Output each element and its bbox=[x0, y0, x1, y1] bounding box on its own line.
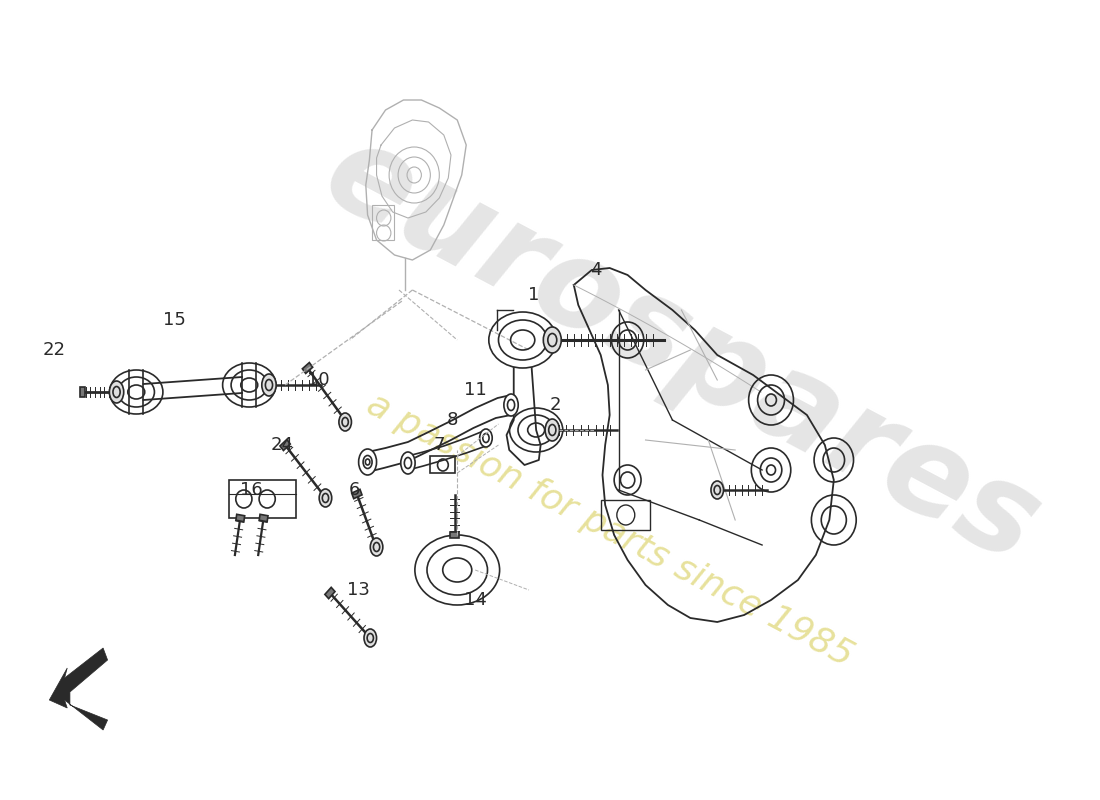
Ellipse shape bbox=[339, 413, 352, 431]
Ellipse shape bbox=[543, 327, 561, 353]
Ellipse shape bbox=[262, 374, 276, 396]
Ellipse shape bbox=[109, 381, 123, 403]
Ellipse shape bbox=[400, 452, 415, 474]
Ellipse shape bbox=[319, 489, 332, 507]
Text: 7: 7 bbox=[433, 436, 446, 454]
Text: 8: 8 bbox=[447, 411, 459, 429]
Polygon shape bbox=[450, 532, 459, 538]
Text: a passion for parts since 1985: a passion for parts since 1985 bbox=[361, 387, 859, 673]
Ellipse shape bbox=[504, 394, 518, 416]
Bar bbox=[372, 205, 395, 240]
Text: 13: 13 bbox=[348, 581, 370, 599]
Text: eurospares: eurospares bbox=[304, 111, 1058, 589]
Polygon shape bbox=[352, 490, 362, 498]
Polygon shape bbox=[550, 425, 556, 435]
Polygon shape bbox=[546, 334, 550, 346]
Text: 22: 22 bbox=[42, 341, 65, 359]
Bar bbox=[229, 480, 296, 518]
Bar bbox=[601, 500, 650, 530]
Text: 10: 10 bbox=[307, 371, 330, 389]
Polygon shape bbox=[80, 387, 85, 397]
Text: 16: 16 bbox=[240, 481, 263, 499]
Text: 1: 1 bbox=[528, 286, 539, 304]
Ellipse shape bbox=[711, 481, 724, 499]
Polygon shape bbox=[235, 514, 244, 522]
Ellipse shape bbox=[371, 538, 383, 556]
Polygon shape bbox=[324, 587, 336, 598]
Text: 6: 6 bbox=[349, 481, 360, 499]
Ellipse shape bbox=[546, 419, 560, 441]
Polygon shape bbox=[280, 439, 290, 450]
Text: 4: 4 bbox=[591, 261, 602, 279]
Text: 15: 15 bbox=[164, 311, 186, 329]
Polygon shape bbox=[715, 485, 719, 495]
Text: 2: 2 bbox=[550, 396, 562, 414]
Text: 24: 24 bbox=[271, 436, 294, 454]
Bar bbox=[430, 456, 455, 473]
Ellipse shape bbox=[364, 629, 376, 647]
Polygon shape bbox=[50, 648, 108, 730]
Polygon shape bbox=[266, 380, 272, 390]
Polygon shape bbox=[302, 362, 312, 374]
Ellipse shape bbox=[359, 449, 376, 475]
Ellipse shape bbox=[480, 429, 492, 447]
Text: 11: 11 bbox=[464, 381, 486, 399]
Polygon shape bbox=[260, 514, 268, 522]
Text: 14: 14 bbox=[464, 591, 486, 609]
